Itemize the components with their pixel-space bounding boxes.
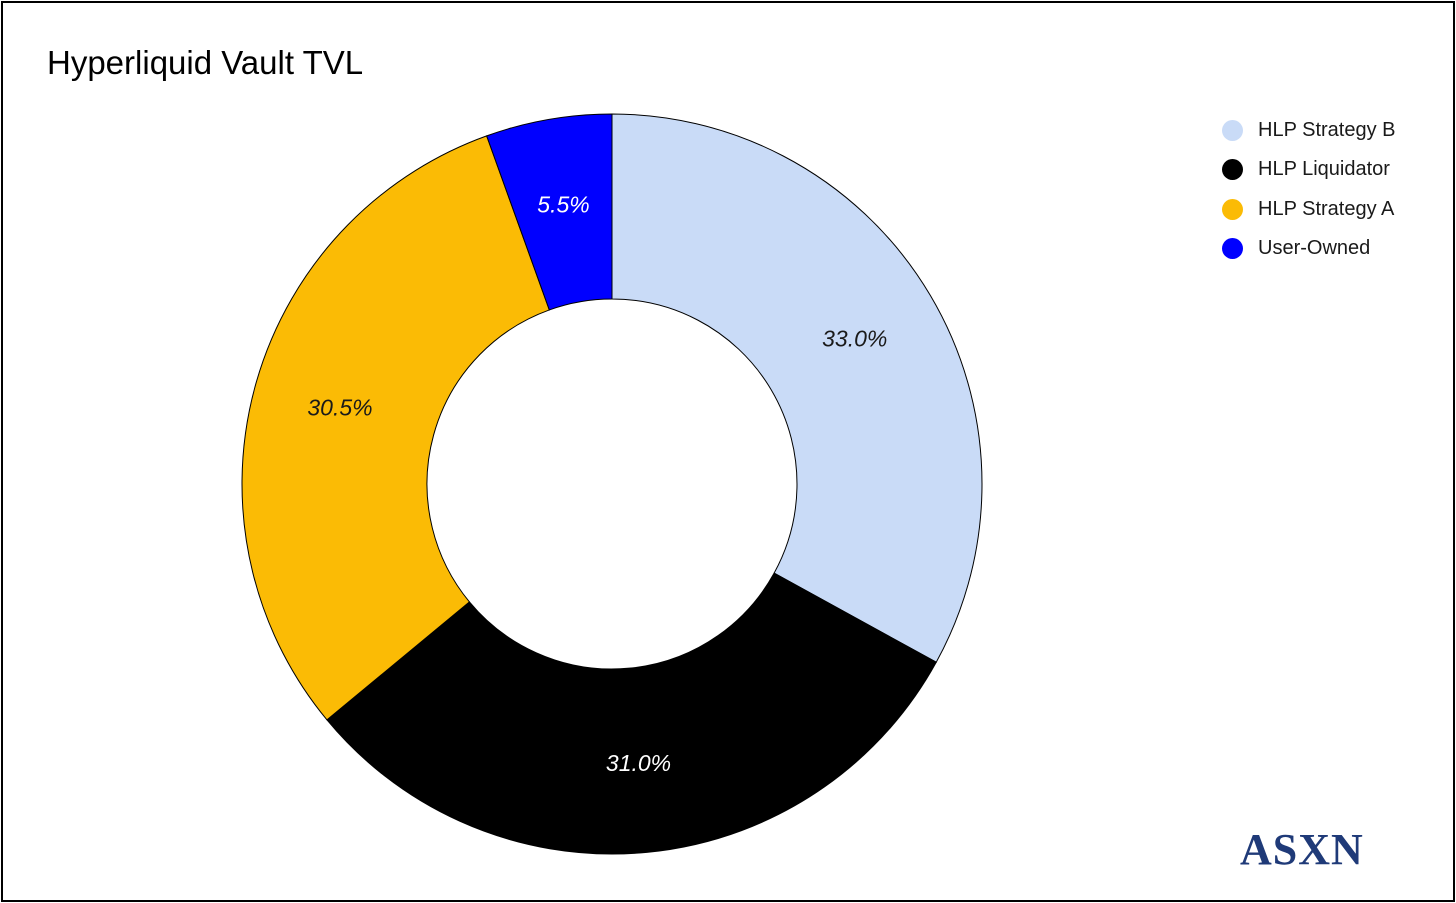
slice-label: 30.5% (307, 395, 372, 421)
legend-label: HLP Strategy B (1258, 119, 1396, 142)
legend-label: User-Owned (1258, 237, 1371, 260)
asxn-logo: ASXN (1240, 825, 1364, 874)
legend-swatch (1222, 159, 1243, 181)
slice-labels-group: 33.0% 31.0% 30.5% 5.5% (307, 191, 887, 776)
slice-hlp-strategy-b[interactable] (611, 113, 983, 663)
slice-user-owned[interactable] (486, 113, 613, 311)
legend-item[interactable]: HLP Strategy B (1222, 111, 1395, 150)
slice-label: 33.0% (822, 326, 887, 352)
slice-label: 31.0% (606, 750, 671, 776)
chart-title: Hyperliquid Vault TVL (47, 44, 364, 81)
slices-group (241, 113, 983, 855)
legend-label: HLP Strategy A (1258, 197, 1395, 220)
slice-label: 5.5% (537, 191, 589, 217)
legend-swatch (1222, 238, 1243, 260)
legend-swatch (1222, 120, 1243, 142)
legend-swatch (1222, 198, 1243, 220)
legend-item[interactable]: HLP Liquidator (1222, 150, 1395, 189)
slice-hlp-liquidator[interactable] (326, 572, 937, 855)
legend: HLP Strategy B HLP Liquidator HLP Strate… (1222, 111, 1395, 268)
legend-label: HLP Liquidator (1258, 158, 1390, 181)
legend-item[interactable]: HLP Strategy A (1222, 190, 1395, 229)
legend-item[interactable]: User-Owned (1222, 229, 1395, 268)
slice-hlp-strategy-a[interactable] (241, 135, 550, 721)
